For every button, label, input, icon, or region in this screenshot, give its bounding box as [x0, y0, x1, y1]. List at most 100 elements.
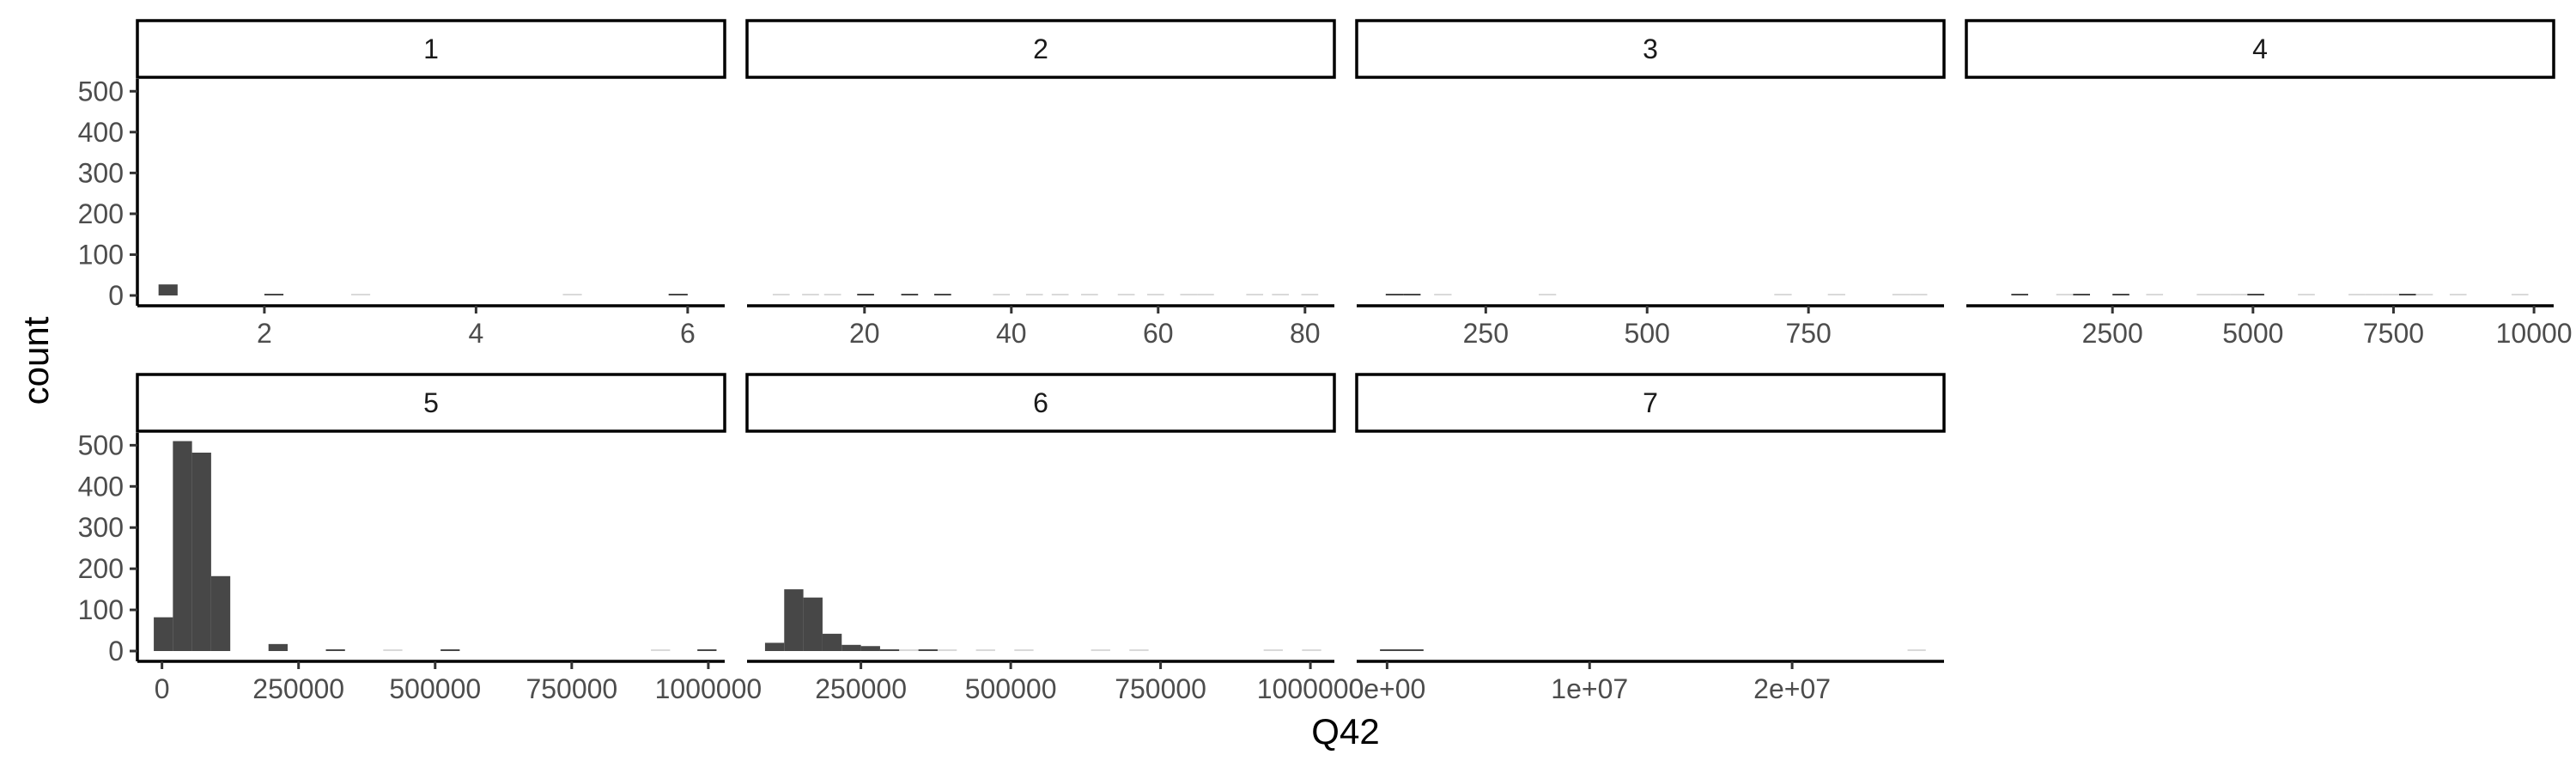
histogram-bar [2365, 294, 2383, 295]
histogram-bar [1434, 294, 1452, 295]
histogram-bar [1380, 649, 1424, 651]
x-tick-label: 500000 [965, 673, 1057, 704]
y-tick-label: 400 [78, 117, 124, 148]
histogram-bar [879, 649, 900, 651]
histogram-bar [651, 649, 671, 651]
histogram-bar [822, 633, 842, 651]
facet-strip-label: 3 [1643, 33, 1658, 64]
histogram-bar [2214, 294, 2231, 295]
histogram-bar [2112, 294, 2129, 295]
histogram-bar [2073, 294, 2090, 295]
histogram-bar [2449, 294, 2467, 295]
histogram-bar [918, 649, 938, 651]
x-tick-label: 250000 [252, 673, 344, 704]
x-tick-label: 10000 [2496, 318, 2573, 349]
histogram-bar [993, 294, 1011, 295]
x-tick-label: 0 [155, 673, 170, 704]
histogram-bar [1051, 294, 1069, 295]
histogram-bar [1197, 294, 1214, 295]
histogram-bar [1091, 649, 1110, 651]
facet-panel-1: 1 0 100 200 300 400 500 2 4 6 [78, 19, 726, 349]
x-tick-label: 4 [468, 318, 483, 349]
x-tick-label: 2500 [2082, 318, 2143, 349]
y-tick-label: 300 [78, 512, 124, 543]
histogram-bar [841, 644, 861, 651]
histogram-bar [1302, 649, 1321, 651]
histogram-bar [158, 284, 178, 295]
histogram-bar [697, 649, 717, 651]
histogram-bar [2399, 294, 2416, 295]
facet-strip-label: 1 [423, 33, 439, 64]
histogram-bar [2146, 294, 2164, 295]
x-tick-label: 0e+00 [1348, 673, 1425, 704]
histogram-bar [325, 649, 345, 651]
x-tick-label: 250 [1463, 318, 1509, 349]
x-tick-label: 1e+07 [1551, 673, 1628, 704]
y-tick-label: 300 [78, 157, 124, 188]
histogram-bar [823, 294, 841, 295]
histogram-bar [2511, 294, 2529, 295]
y-tick-label: 500 [78, 429, 124, 460]
histogram-bar [668, 294, 688, 295]
histogram-bar [264, 294, 284, 295]
histogram-bar [1081, 294, 1098, 295]
facet-strip-3 [1355, 19, 1946, 79]
histogram-bar [2011, 294, 2028, 295]
x-tick-label: 2 [257, 318, 272, 349]
facet-strip-label: 2 [1033, 33, 1048, 64]
x-tick-label: 60 [1143, 318, 1174, 349]
histogram-bar [937, 649, 957, 651]
histogram-bar [784, 589, 804, 651]
histogram-bar [860, 646, 880, 651]
facet-panel-3: 3 250 500 750 [1355, 19, 1946, 349]
x-tick-label: 7500 [2363, 318, 2424, 349]
histogram-bar [764, 642, 785, 651]
x-tick-label: 500000 [389, 673, 481, 704]
facet-strip-7 [1355, 373, 1946, 433]
x-tick-label: 750 [1785, 318, 1831, 349]
y-tick-label: 400 [78, 471, 124, 502]
histogram-bar [1774, 294, 1792, 295]
histogram-bar [1892, 294, 1911, 295]
facet-strip-label: 6 [1033, 387, 1048, 418]
histogram-bar [2415, 294, 2433, 295]
y-tick-label: 100 [78, 594, 124, 625]
histogram-bar [154, 617, 173, 651]
facet-strip-6 [745, 373, 1336, 433]
facet-panel-5: 5 0 100 200 300 400 500 0 250000 500000 750000 1000… [78, 373, 762, 704]
histogram-bar [2382, 294, 2399, 295]
histogram-bar [1025, 294, 1043, 295]
histogram-bar [802, 294, 819, 295]
facet-strip-1 [136, 19, 726, 79]
histogram-bar [1403, 294, 1421, 295]
histogram-bar [899, 649, 919, 651]
histogram-bar [1180, 294, 1198, 295]
histogram-bar [1538, 294, 1557, 295]
histogram-bar [1301, 294, 1319, 295]
histogram-bar [562, 294, 582, 295]
y-tick-label: 200 [78, 553, 124, 584]
histogram-bar [2298, 294, 2315, 295]
histogram-bar [1246, 294, 1264, 295]
histogram-bar [2230, 294, 2248, 295]
histogram-bar [2247, 294, 2264, 295]
x-tick-label: 40 [996, 318, 1027, 349]
x-tick-label: 1000000 [655, 673, 762, 704]
x-tick-label: 20 [849, 318, 880, 349]
histogram-bar [975, 649, 995, 651]
x-tick-label: 2e+07 [1753, 673, 1831, 704]
facet-strip-4 [1965, 19, 2555, 79]
x-tick-label: 750000 [526, 673, 617, 704]
facet-strip-label: 4 [2252, 33, 2268, 64]
histogram-bar [772, 294, 790, 295]
histogram-bar [1272, 294, 1289, 295]
histogram-bar [191, 453, 211, 651]
histogram-bar [440, 649, 460, 651]
histogram-bar [268, 643, 288, 651]
histogram-bar [2196, 294, 2214, 295]
histogram-bar [1910, 294, 1928, 295]
x-tick-label: 80 [1290, 318, 1321, 349]
x-tick-label: 6 [680, 318, 696, 349]
